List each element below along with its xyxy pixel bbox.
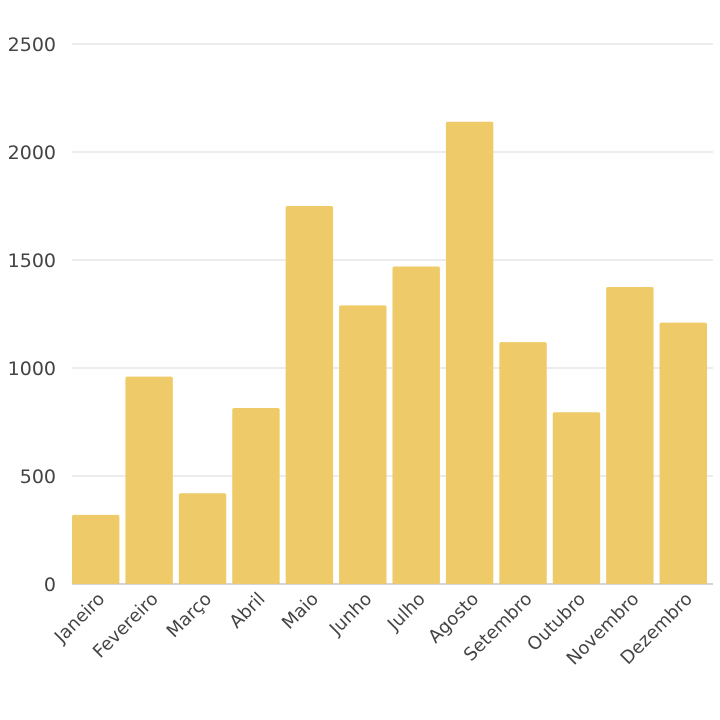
y-tick-label: 2000	[8, 142, 56, 164]
bar-agosto	[445, 121, 494, 584]
bar-julho	[392, 266, 440, 584]
y-tick-label: 1500	[8, 250, 56, 272]
bar-abril	[232, 407, 280, 584]
x-category-label: Julho	[383, 589, 430, 636]
y-tick-label: 2500	[8, 34, 56, 56]
bar-maio	[285, 206, 334, 584]
x-category-label: Maio	[278, 589, 323, 634]
y-tick-label: 0	[44, 574, 56, 596]
y-tick-label: 1000	[8, 358, 56, 380]
bar-outubro	[552, 412, 601, 584]
bar-março	[178, 493, 227, 584]
bar-setembro	[499, 342, 547, 584]
y-axis-tick-labels: 0 500 1000 1500 2000 2500	[8, 34, 56, 596]
bar-dezembro	[659, 322, 707, 584]
x-category-label: Março	[163, 589, 216, 642]
bar-janeiro	[72, 514, 120, 584]
x-category-label: Abril	[226, 589, 270, 633]
bar-fevereiro	[125, 376, 173, 584]
bars	[72, 121, 707, 584]
bar-novembro	[606, 287, 654, 584]
x-category-label: Junho	[325, 589, 376, 640]
bar-junho	[339, 305, 387, 584]
y-tick-label: 500	[20, 466, 56, 488]
